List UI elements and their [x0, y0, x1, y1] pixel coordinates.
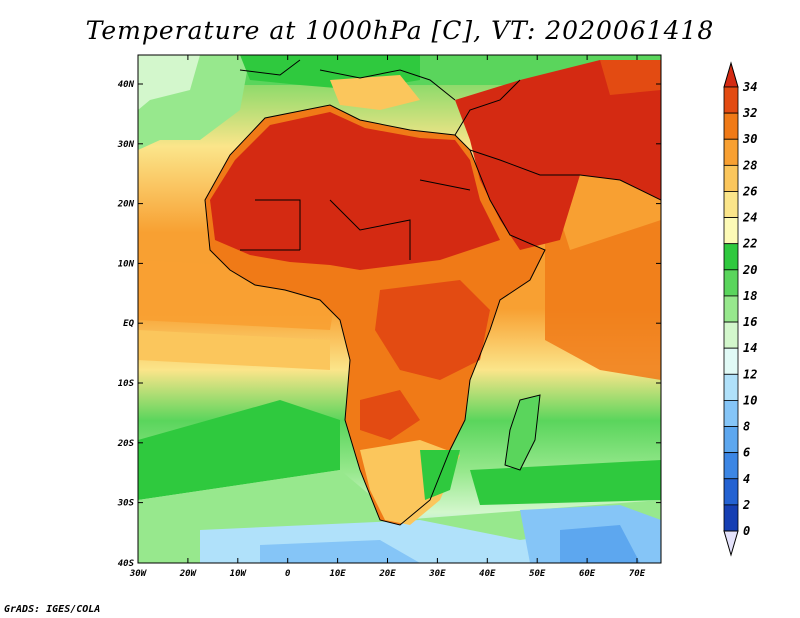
- colorbar-segment: [723, 426, 739, 454]
- colorbar-segment: [723, 191, 739, 218]
- lon-tick-label: 10W: [230, 569, 248, 579]
- lon-tick-label: 50E: [529, 569, 546, 579]
- colorbar-label: 12: [743, 367, 757, 381]
- colorbar-label: 6: [743, 446, 750, 460]
- colorbar-label: 4: [743, 472, 750, 486]
- lat-tick-label: 40N: [118, 80, 135, 90]
- coastlines: [204, 59, 661, 526]
- lon-tick-label: 70E: [629, 569, 646, 579]
- colorbar-label: 34: [742, 80, 757, 94]
- lat-tick-label: 40S: [118, 559, 135, 569]
- credit-label: GrADS: IGES/COLA: [4, 604, 101, 615]
- colorbar-segment: [723, 217, 739, 245]
- colorbar-label: 26: [742, 184, 757, 198]
- lat-tick-label: 20S: [117, 439, 135, 449]
- colorbar-segment: [723, 86, 739, 114]
- colorbar-segment: [723, 347, 739, 375]
- colorbar-label: 2: [742, 498, 750, 512]
- lon-tick-label: 20E: [378, 569, 396, 579]
- colorbar-segment: [723, 295, 739, 323]
- lon-tick-label: 0: [285, 569, 291, 579]
- colorbar-segment: [723, 504, 739, 532]
- longitude-axis: 30W 20W 10W 0 10E 20E 30E 40E 50E 60E 70E: [129, 55, 646, 579]
- colorbar-label: 22: [742, 237, 757, 251]
- colorbar-label: 18: [743, 289, 757, 303]
- colorbar-label: 16: [743, 315, 757, 329]
- colorbar-label: 0: [743, 524, 750, 538]
- colorbar-bottom-arrow: [723, 530, 739, 557]
- lon-tick-label: 10E: [329, 569, 346, 579]
- lat-tick-label: EQ: [123, 319, 134, 329]
- colorbar-label: 10: [743, 393, 757, 407]
- colorbar-segment: [723, 269, 739, 297]
- colorbar-segment: [723, 138, 739, 166]
- colorbar-label: 8: [743, 420, 750, 434]
- colorbar-label: 30: [742, 132, 757, 146]
- colorbar-label: 24: [742, 211, 757, 225]
- lon-tick-label: 20W: [179, 569, 198, 579]
- lon-tick-label: 60E: [579, 569, 596, 579]
- colorbar-segment: [723, 452, 739, 480]
- lat-tick-label: 10S: [118, 379, 135, 389]
- lon-tick-label: 40E: [479, 569, 496, 579]
- lat-tick-label: 10N: [118, 259, 135, 269]
- colorbar-segment: [723, 243, 739, 271]
- colorbar-label: 32: [742, 106, 757, 120]
- lon-tick-label: 30W: [129, 569, 148, 579]
- lat-tick-label: 20N: [117, 200, 135, 210]
- map-frame: [137, 54, 662, 564]
- latitude-axis: 40N 30N 20N 10N EQ 10S 20S 30S 40S: [117, 80, 661, 569]
- colorbar-segment: [723, 321, 739, 349]
- colorbar-segment: [723, 373, 739, 401]
- lat-tick-label: 30S: [117, 499, 135, 509]
- colorbar-segment: [723, 164, 739, 192]
- colorbar-segment: [723, 478, 739, 506]
- colorbar-label: 28: [742, 158, 757, 172]
- colorbar-label: 20: [742, 263, 757, 277]
- colorbar-top-arrow: [723, 61, 739, 88]
- lat-tick-label: 30N: [117, 140, 135, 150]
- lon-tick-label: 30E: [428, 569, 446, 579]
- temperature-field: [138, 55, 661, 563]
- colorbar-label: 14: [743, 341, 757, 355]
- map-title: Temperature at 1000hPa [C], VT: 20200614…: [85, 16, 715, 45]
- colorbar-segment: [723, 400, 739, 427]
- colorbar-segment: [723, 112, 739, 140]
